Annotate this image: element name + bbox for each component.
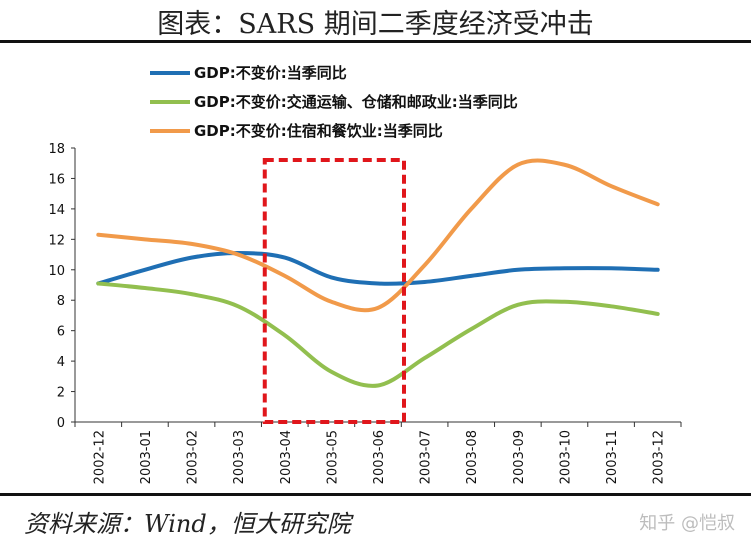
legend-label-3: GDP:不变价:住宿和餐饮业:当季同比 xyxy=(194,122,443,140)
x-tick-label: 2003-09 xyxy=(512,430,527,484)
x-tick-label: 2003-11 xyxy=(605,430,620,484)
x-tick-label: 2003-01 xyxy=(139,430,154,484)
y-tick-label: 18 xyxy=(48,142,65,157)
y-tick-label: 0 xyxy=(57,416,65,431)
series-line-2 xyxy=(96,281,660,388)
x-tick-label: 2003-10 xyxy=(558,430,573,484)
y-tick-label: 16 xyxy=(48,172,65,187)
x-tick-label: 2003-08 xyxy=(465,430,480,484)
highlight-box xyxy=(262,158,406,424)
y-tick-label: 6 xyxy=(57,325,65,340)
footer-rule xyxy=(0,493,751,496)
y-tick-label: 4 xyxy=(57,355,65,370)
watermark: 知乎 @恺叔 xyxy=(639,513,735,534)
x-tick-label: 2003-04 xyxy=(279,430,294,484)
series-line-3 xyxy=(96,158,660,313)
y-tick-label: 12 xyxy=(48,233,65,248)
x-tick-label: 2003-12 xyxy=(652,430,667,484)
y-tick-label: 8 xyxy=(57,294,65,309)
x-tick-label: 2003-02 xyxy=(186,430,201,484)
y-tick-label: 14 xyxy=(48,203,65,218)
legend-label-2: GDP:不变价:交通运输、仓储和邮政业:当季同比 xyxy=(194,93,518,111)
y-tick-label: 2 xyxy=(57,386,65,401)
series-line-1 xyxy=(96,251,660,286)
x-tick-label: 2003-03 xyxy=(232,430,247,484)
x-tick-label: 2003-07 xyxy=(419,430,434,484)
legend-label-1: GDP:不变价:当季同比 xyxy=(194,64,347,82)
x-tick-label: 2003-06 xyxy=(372,430,387,484)
x-tick-label: 2002-12 xyxy=(92,430,107,484)
title-rule xyxy=(0,40,751,43)
source-note: 资料来源：Wind，恒大研究院 xyxy=(24,510,351,538)
chart-title: 图表：SARS 期间二季度经济受冲击 xyxy=(157,9,594,40)
x-tick-label: 2003-05 xyxy=(325,430,340,484)
y-tick-label: 10 xyxy=(48,264,65,279)
